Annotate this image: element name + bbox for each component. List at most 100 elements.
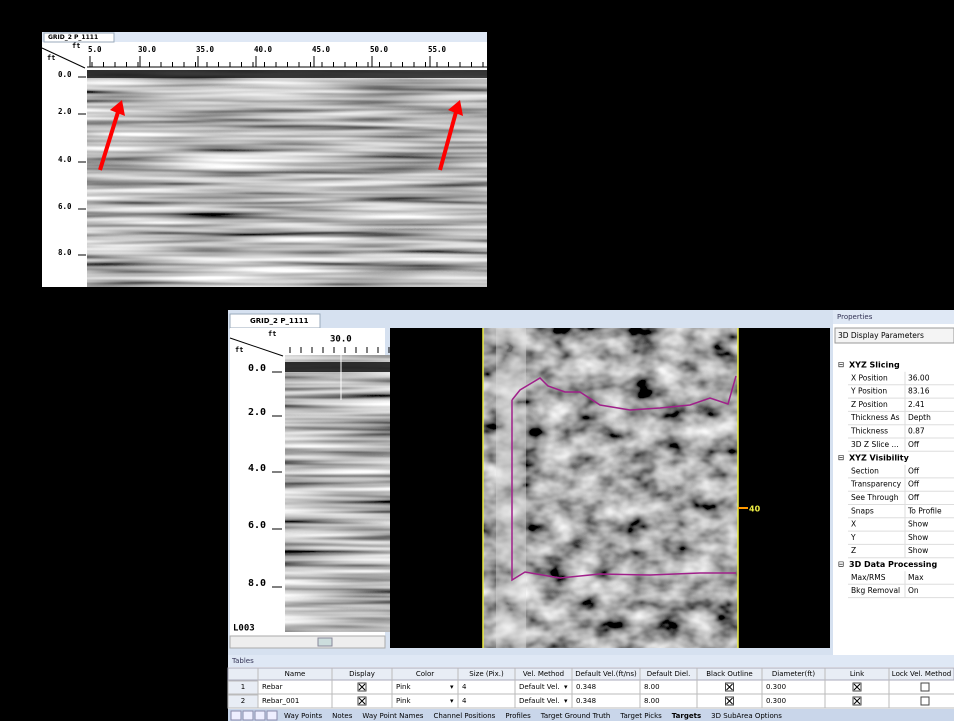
prop-name: Section [851, 466, 879, 475]
cell: Rebar_001 [262, 697, 299, 705]
tab-strip [42, 32, 487, 42]
sheet-tab[interactable]: 3D SubArea Options [711, 712, 782, 720]
x-tick-label: 35.0 [196, 45, 215, 54]
prop-value: 36.00 [908, 373, 930, 382]
check [358, 683, 366, 691]
bright-band [496, 328, 526, 648]
tables-header [228, 655, 954, 667]
y-tick-label: 6.0 [58, 202, 72, 211]
column-header: Name [285, 670, 306, 678]
y-tick-label: 4.0 [248, 463, 266, 474]
scrollbar[interactable] [229, 635, 386, 649]
nav-button[interactable] [230, 710, 242, 721]
properties-header [833, 310, 954, 324]
prop-value: Depth [908, 413, 931, 422]
section-title: XYZ Visibility [849, 454, 910, 463]
prop-value: Max [908, 573, 924, 582]
radargram [285, 355, 390, 632]
cell: Default Vel. [519, 683, 560, 691]
sheet-tab[interactable]: Way Point Names [362, 712, 423, 720]
y-tick-label: 2.0 [248, 407, 266, 418]
corner-divider [229, 337, 284, 357]
surface-band [285, 362, 390, 372]
column-header: Default Vel.(ft/ns) [575, 670, 637, 678]
cell: 4 [462, 683, 467, 691]
row-header [227, 680, 259, 695]
row-header [227, 694, 259, 709]
x-tick-label: 40.0 [254, 45, 273, 54]
nav-button[interactable] [242, 710, 254, 721]
prop-name: Transparency [850, 480, 902, 489]
tab[interactable] [43, 32, 115, 43]
sheet-tab[interactable]: Way Points [284, 712, 323, 720]
row-number: 1 [241, 683, 245, 691]
sheet-tab[interactable]: Target Picks [619, 712, 662, 720]
sheet-tab[interactable]: Channel Positions [433, 712, 495, 720]
x-tick-label: 30.0 [138, 45, 157, 54]
arrow [98, 111, 120, 171]
sheet-tab[interactable]: Notes [332, 712, 353, 720]
prop-name: Y [850, 533, 856, 542]
target-outline [511, 375, 737, 582]
prop-value: 0.87 [908, 427, 925, 436]
prop-value: To Profile [907, 506, 942, 515]
section-toggle[interactable]: ⊟ [838, 453, 844, 462]
y-tick-label: 0.0 [58, 70, 72, 79]
prop-name: Z [851, 546, 856, 555]
nav-button[interactable] [266, 710, 278, 721]
y-tick-label: 8.0 [248, 578, 266, 589]
arrow-head [110, 100, 125, 116]
checkbox[interactable] [920, 682, 930, 692]
cell: 0.348 [576, 683, 596, 691]
panel-title: Properties [837, 313, 873, 321]
checkbox[interactable] [920, 696, 930, 706]
y-tick-label: 2.0 [58, 107, 72, 116]
header-row [227, 667, 954, 681]
unit-label: ft [72, 42, 80, 50]
cell: Pink [396, 683, 411, 691]
sheet-tab[interactable]: Profiles [505, 712, 531, 720]
sheet-tab[interactable]: Target Ground Truth [540, 712, 611, 720]
surface-band [87, 70, 487, 78]
unit-label: ft [47, 54, 55, 62]
y-tick-label: 0.0 [248, 363, 266, 374]
line-label: L003 [233, 624, 255, 634]
cell: 0.348 [576, 697, 596, 705]
column-header: Display [349, 670, 375, 678]
column-header: Link [850, 670, 865, 678]
x-tick-label: 50.0 [370, 45, 389, 54]
radargram [87, 70, 487, 287]
scroll-thumb[interactable] [317, 637, 333, 647]
prop-value: Off [908, 440, 920, 449]
column-header: Color [416, 670, 434, 678]
sheet-tab[interactable]: Targets [672, 712, 701, 720]
check [853, 683, 861, 691]
column-header: Black Outline [706, 670, 753, 678]
nav-button[interactable] [254, 710, 266, 721]
cell: Rebar [262, 683, 283, 691]
dropdown-arrow: ▾ [564, 697, 568, 705]
column-header: Diameter(ft) [772, 670, 815, 678]
dropdown[interactable] [834, 327, 954, 344]
tab-strip [228, 709, 954, 721]
section-title: 3D Data Processing [849, 560, 937, 569]
prop-name: See Through [851, 493, 899, 502]
column-header: Default Diel. [647, 670, 691, 678]
cell: Default Vel. [519, 697, 560, 705]
prop-name: Thickness As [850, 413, 900, 422]
prop-name: Bkg Removal [851, 586, 900, 595]
dropdown-arrow: ▾ [450, 697, 454, 705]
x-tick-label: 30.0 [330, 335, 352, 345]
row-number: 2 [241, 697, 245, 705]
section-toggle[interactable]: ⊟ [838, 560, 844, 569]
unit-label: ft [235, 346, 243, 354]
tab-label: GRID_2 P_1111 [48, 34, 98, 41]
dropdown-arrow: ▾ [450, 683, 454, 691]
column-header: Vel. Method [523, 670, 564, 678]
prop-name: Z Position [851, 400, 888, 409]
section-toggle[interactable]: ⊟ [838, 360, 844, 369]
arrow [438, 111, 458, 171]
check [358, 697, 366, 705]
dropdown-label: 3D Display Parameters [838, 331, 924, 340]
